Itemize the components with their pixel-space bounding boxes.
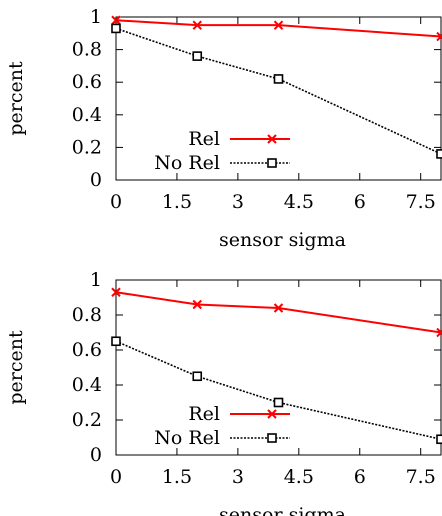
- y-tick-label: 0.4: [72, 374, 102, 396]
- x-tick-label: 1.5: [162, 191, 192, 213]
- legend-marker-stroke: [267, 134, 277, 144]
- data-point-stroke: [436, 330, 442, 338]
- x-axis-title: sensor sigma: [219, 229, 346, 251]
- y-axis-title: percent: [5, 330, 27, 405]
- y-tick-label: 0.8: [72, 304, 102, 326]
- chart-panel-2: 0 0.2 0.4 0.6 0.8 1 0 1.5 3 4.5 6 7.5 sensor sigma pe…: [5, 269, 442, 516]
- series-rel: [111, 287, 442, 338]
- x-tick-label: 3: [232, 466, 244, 488]
- chart-panel-1: 0 0.2 0.4 0.6 0.8 1 0 1.5 3 4.5 6 7.5 sensor sigma pe…: [5, 6, 442, 251]
- x-tick-label: 0: [110, 466, 122, 488]
- plot-frame: [115, 16, 442, 181]
- y-tick-label: 0.8: [72, 39, 102, 61]
- legend-label: No Rel: [154, 152, 220, 174]
- x-tick-label: 7.5: [406, 191, 436, 213]
- series-line: [115, 291, 442, 334]
- legend-label: No Rel: [154, 427, 220, 449]
- data-point: [436, 434, 442, 445]
- data-point-stroke: [192, 20, 202, 30]
- data-point-stroke: [111, 287, 121, 297]
- legend-label: Rel: [188, 128, 220, 150]
- y-tick-label: 1: [90, 6, 102, 28]
- legend-label: Rel: [188, 403, 220, 425]
- y-tick-label: 0: [90, 169, 102, 191]
- y-tick-label: 0.2: [72, 136, 102, 158]
- x-axis-title: sensor sigma: [219, 504, 346, 516]
- x-tick-label: 4.5: [284, 466, 314, 488]
- series-no-rel: [111, 23, 442, 159]
- series-line: [115, 27, 442, 155]
- data-point: [273, 397, 284, 408]
- series-line: [115, 340, 442, 441]
- legend-marker-stroke: [267, 409, 277, 419]
- legend-marker: [267, 433, 277, 443]
- data-point-stroke: [111, 15, 121, 25]
- x-tick-label: 3: [232, 191, 244, 213]
- x-tick-label: 0: [110, 191, 122, 213]
- y-tick-label: 0: [90, 444, 102, 466]
- x-tick-label: 4.5: [284, 191, 314, 213]
- data-point: [192, 51, 203, 61]
- data-point-stroke: [273, 20, 284, 30]
- data-point: [436, 149, 442, 159]
- x-tick-label: 6: [354, 191, 366, 213]
- y-axis-title: percent: [5, 61, 27, 136]
- y-tick-label: 0.6: [72, 71, 102, 93]
- y-tick-label: 0.4: [72, 104, 102, 126]
- data-point: [111, 336, 121, 347]
- y-tick-label: 1: [90, 269, 102, 291]
- data-point-stroke: [273, 303, 284, 313]
- x-tick-label: 6: [354, 466, 366, 488]
- y-tick-label: 0.6: [72, 339, 102, 361]
- legend-marker: [267, 158, 277, 168]
- data-point: [192, 371, 203, 382]
- x-tick-label: 7.5: [406, 466, 436, 488]
- data-point-stroke: [192, 299, 202, 310]
- data-point: [273, 74, 284, 84]
- data-point: [111, 23, 121, 34]
- plot-frame: [115, 279, 442, 456]
- series-rel: [111, 15, 442, 42]
- y-tick-label: 0.2: [72, 409, 102, 431]
- x-tick-label: 1.5: [162, 466, 192, 488]
- series-line: [115, 19, 442, 38]
- series-no-rel: [111, 336, 442, 445]
- data-point-stroke: [436, 34, 442, 42]
